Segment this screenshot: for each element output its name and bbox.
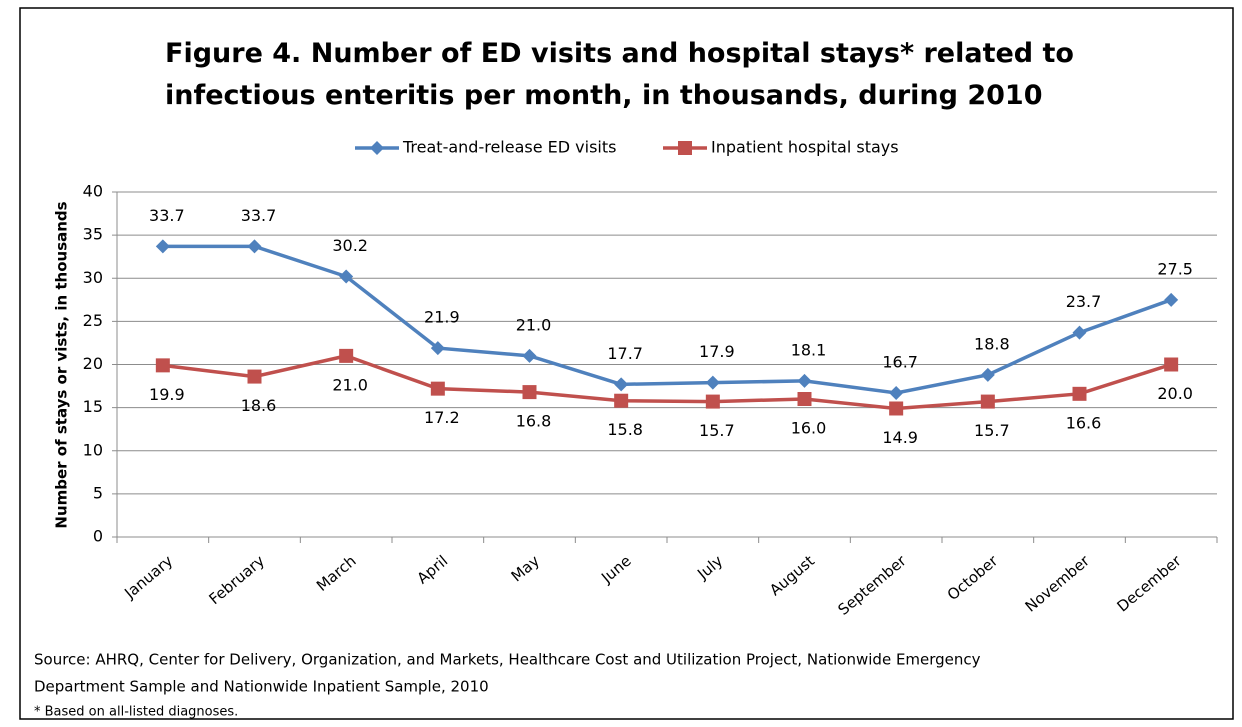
data-label: 15.7 xyxy=(699,421,735,440)
data-label: 21.0 xyxy=(516,315,552,334)
data-label: 18.1 xyxy=(791,340,827,359)
data-label: 16.6 xyxy=(1066,413,1102,432)
data-label: 18.8 xyxy=(974,334,1010,353)
data-label: 20.0 xyxy=(1157,384,1193,403)
marker xyxy=(247,239,262,254)
marker xyxy=(797,373,812,388)
marker xyxy=(1072,325,1087,340)
marker xyxy=(705,375,720,390)
y-tick-label: 40 xyxy=(83,182,103,201)
data-label: 16.0 xyxy=(791,419,827,438)
y-tick-label: 35 xyxy=(83,225,103,244)
legend-label: Treat-and-release ED visits xyxy=(402,138,616,157)
data-label: 33.7 xyxy=(149,206,185,225)
data-label: 17.7 xyxy=(607,344,643,363)
marker xyxy=(522,385,537,400)
y-tick-label: 10 xyxy=(83,440,103,459)
series-line xyxy=(162,354,1172,411)
data-label: 15.8 xyxy=(607,420,643,439)
chart-title: Figure 4. Number of ED visits and hospit… xyxy=(165,38,1074,69)
marker xyxy=(889,385,904,400)
y-tick-label: 20 xyxy=(83,354,103,373)
marker xyxy=(889,401,904,416)
marker xyxy=(339,269,354,284)
y-tick-label: 15 xyxy=(83,397,103,416)
data-label: 17.2 xyxy=(424,408,460,427)
marker xyxy=(1072,386,1087,401)
data-label: 15.7 xyxy=(974,421,1010,440)
data-label: 17.9 xyxy=(699,342,735,361)
marker xyxy=(705,394,720,409)
marker xyxy=(797,392,812,406)
series-line xyxy=(162,244,1172,395)
marker xyxy=(1164,292,1179,307)
data-label: 27.5 xyxy=(1157,259,1193,278)
marker xyxy=(430,381,445,396)
data-label: 21.0 xyxy=(332,375,368,394)
marker xyxy=(370,141,384,155)
marker xyxy=(980,367,995,382)
data-label: 18.6 xyxy=(241,396,277,415)
y-tick-label: 5 xyxy=(93,483,103,502)
marker xyxy=(614,393,629,408)
y-tick-label: 0 xyxy=(93,527,103,546)
data-label: 30.2 xyxy=(332,236,368,255)
note: * Based on all-listed diagnoses. xyxy=(34,705,238,720)
frame xyxy=(19,7,1234,720)
chart-title: infectious enteritis per month, in thous… xyxy=(165,80,1043,111)
data-label: 16.7 xyxy=(882,352,918,371)
data-label: 23.7 xyxy=(1066,292,1102,311)
y-axis-label: Number of stays or vists, in thousands xyxy=(53,201,71,528)
data-label: 19.9 xyxy=(149,385,185,404)
y-tick-label: 25 xyxy=(83,311,103,330)
y-tick-label: 30 xyxy=(83,268,103,287)
marker xyxy=(1164,357,1179,372)
data-label: 21.9 xyxy=(424,308,460,327)
data-label: 16.8 xyxy=(516,412,552,431)
marker xyxy=(980,394,995,409)
marker xyxy=(247,369,262,384)
note: Source: AHRQ, Center for Delivery, Organ… xyxy=(34,651,981,669)
data-label: 14.9 xyxy=(882,428,918,447)
marker xyxy=(522,348,537,363)
marker xyxy=(339,348,354,363)
marker xyxy=(430,341,445,356)
marker xyxy=(614,377,629,392)
marker xyxy=(155,358,170,373)
marker xyxy=(678,141,692,155)
note: Department Sample and Nationwide Inpatie… xyxy=(34,678,489,696)
legend-label: Inpatient hospital stays xyxy=(711,138,899,157)
data-label: 33.7 xyxy=(241,206,277,225)
marker xyxy=(155,239,170,254)
